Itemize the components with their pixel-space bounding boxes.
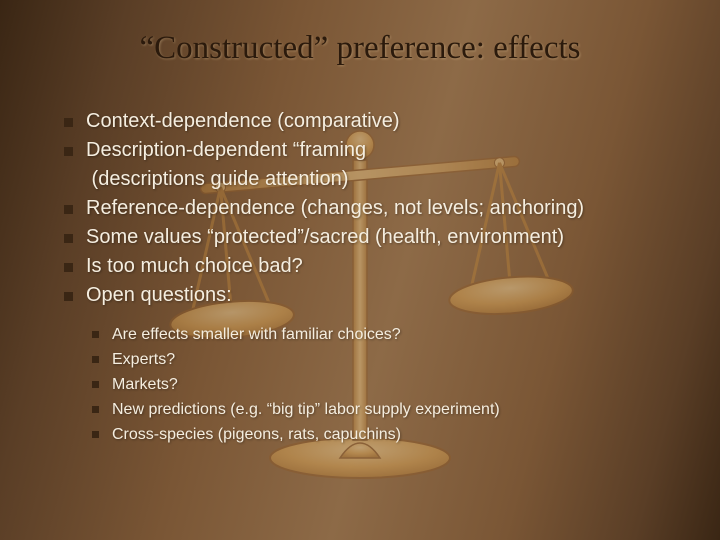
slide-content: Context-dependence (comparative) Descrip… [58,108,690,448]
sub-bullet-item: Are effects smaller with familiar choice… [88,323,690,347]
bullet-item-continuation: (descriptions guide attention) [58,166,690,193]
slide: “Constructed” preference: effects Contex… [0,0,720,540]
slide-title: “Constructed” preference: effects [0,30,720,67]
bullet-item: Reference-dependence (changes, not level… [58,195,690,222]
bullet-item: Is too much choice bad? [58,253,690,280]
bullet-item: Some values “protected”/sacred (health, … [58,224,690,251]
main-bullet-list: Context-dependence (comparative) Descrip… [58,108,690,309]
sub-bullet-item: Markets? [88,373,690,397]
sub-bullet-item: Experts? [88,348,690,372]
bullet-item: Context-dependence (comparative) [58,108,690,135]
sub-bullet-item: New predictions (e.g. “big tip” labor su… [88,398,690,422]
bullet-item: Open questions: [58,282,690,309]
sub-bullet-item: Cross-species (pigeons, rats, capuchins) [88,423,690,447]
bullet-item: Description-dependent “framing [58,137,690,164]
sub-bullet-list: Are effects smaller with familiar choice… [88,323,690,447]
